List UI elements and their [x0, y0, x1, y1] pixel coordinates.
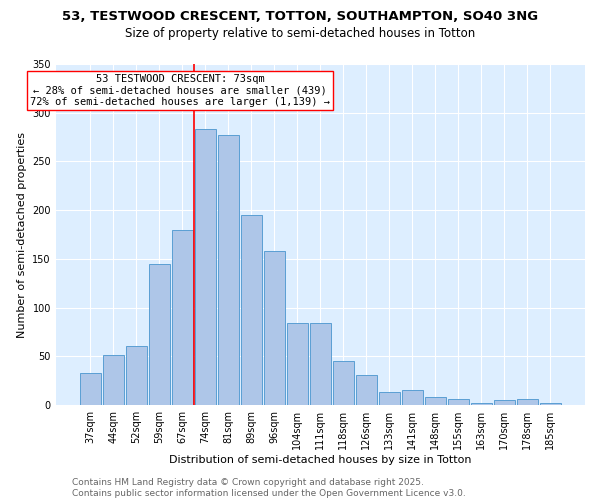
Text: Contains HM Land Registry data © Crown copyright and database right 2025.
Contai: Contains HM Land Registry data © Crown c…	[72, 478, 466, 498]
Bar	[218, 135, 239, 405]
Bar	[310, 324, 331, 405]
Bar	[172, 230, 193, 405]
Bar	[356, 375, 377, 405]
Bar	[287, 324, 308, 405]
Bar	[448, 400, 469, 405]
Bar	[494, 400, 515, 405]
Bar	[425, 398, 446, 405]
Bar	[149, 264, 170, 405]
Bar	[402, 390, 423, 405]
Text: 53, TESTWOOD CRESCENT, TOTTON, SOUTHAMPTON, SO40 3NG: 53, TESTWOOD CRESCENT, TOTTON, SOUTHAMPT…	[62, 10, 538, 23]
Bar	[103, 354, 124, 405]
Bar	[264, 251, 285, 405]
Bar	[80, 373, 101, 405]
X-axis label: Distribution of semi-detached houses by size in Totton: Distribution of semi-detached houses by …	[169, 455, 472, 465]
Bar	[333, 362, 354, 405]
Bar	[517, 400, 538, 405]
Text: Size of property relative to semi-detached houses in Totton: Size of property relative to semi-detach…	[125, 28, 475, 40]
Y-axis label: Number of semi-detached properties: Number of semi-detached properties	[17, 132, 27, 338]
Bar	[241, 215, 262, 405]
Bar	[195, 130, 216, 405]
Bar	[471, 404, 492, 405]
Text: 53 TESTWOOD CRESCENT: 73sqm
← 28% of semi-detached houses are smaller (439)
72% : 53 TESTWOOD CRESCENT: 73sqm ← 28% of sem…	[30, 74, 330, 107]
Bar	[540, 404, 561, 405]
Bar	[379, 392, 400, 405]
Bar	[126, 346, 147, 405]
